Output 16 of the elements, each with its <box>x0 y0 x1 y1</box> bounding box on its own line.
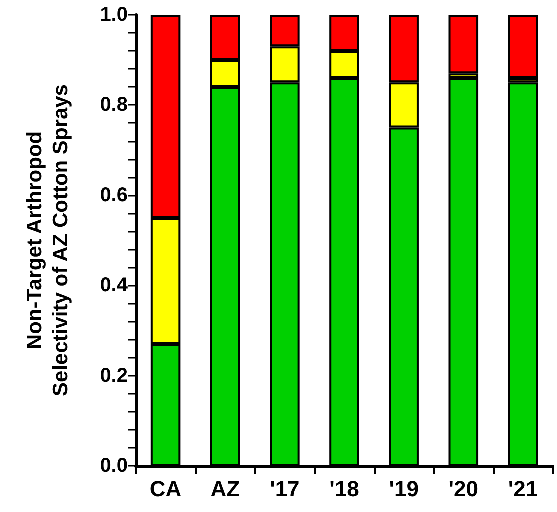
bar <box>448 15 479 74</box>
y-tick-label: 0.2 <box>100 364 128 387</box>
bar <box>508 15 538 78</box>
x-tick-label: '17 <box>270 476 300 502</box>
y-axis-title: Non-Target Arthropod Selectivity of AZ Cotton Sprays <box>24 84 72 396</box>
x-tick-label: '18 <box>330 476 360 502</box>
y-tick-label: 0.4 <box>100 274 129 297</box>
x-tick-label: '21 <box>508 476 538 502</box>
x-tick-label: AZ <box>210 476 240 502</box>
x-tick-label: '19 <box>389 476 419 502</box>
x-tick-label: CA <box>150 476 182 502</box>
y-tick-label: 0.8 <box>100 94 128 116</box>
y-tick-label: 0.0 <box>100 455 128 477</box>
y-tick-label: 1.0 <box>100 4 128 26</box>
x-tick-label: '20 <box>448 476 478 502</box>
y-tick-label: 0.6 <box>100 184 128 206</box>
